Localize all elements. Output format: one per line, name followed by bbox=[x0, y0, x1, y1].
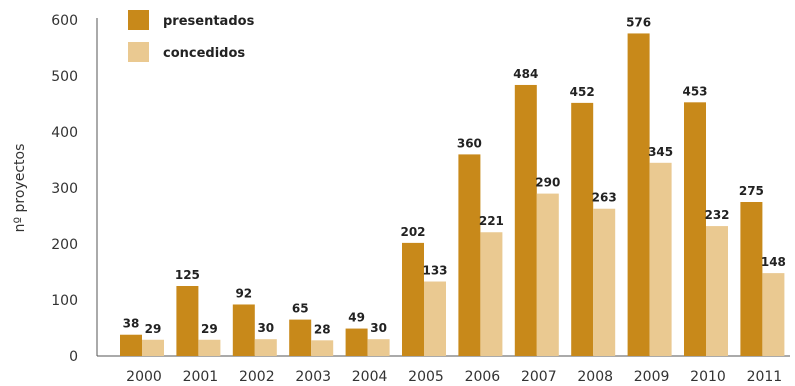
data-label-concedidos-2001: 29 bbox=[201, 322, 218, 336]
x-tick-label: 2007 bbox=[521, 369, 557, 385]
legend-swatch-concedidos bbox=[128, 42, 149, 62]
y-axis-ticks: 0 100 200 300 400 500 600 bbox=[51, 13, 78, 365]
data-label-concedidos-2006: 221 bbox=[479, 214, 504, 228]
data-label-presentados-2010: 453 bbox=[682, 84, 707, 98]
y-tick-label: 200 bbox=[51, 237, 78, 253]
bar-concedidos-2004 bbox=[367, 339, 390, 356]
bar-concedidos-2006 bbox=[480, 232, 503, 356]
bar-presentados-2001 bbox=[176, 286, 199, 356]
bar-concedidos-2009 bbox=[649, 162, 672, 356]
y-tick-label: 300 bbox=[51, 181, 78, 197]
y-tick-label: 100 bbox=[51, 293, 78, 309]
y-tick-label: 600 bbox=[51, 13, 78, 29]
data-label-concedidos-2004: 30 bbox=[370, 321, 387, 335]
bar-presentados-2003 bbox=[289, 319, 312, 356]
bar-presentados-2006 bbox=[458, 154, 481, 356]
legend-label-presentados: presentados bbox=[163, 14, 255, 29]
data-label-presentados-2009: 576 bbox=[626, 15, 651, 29]
data-label-concedidos-2011: 148 bbox=[761, 255, 786, 269]
bar-concedidos-2007 bbox=[536, 193, 559, 356]
bar-presentados-2005 bbox=[402, 242, 424, 356]
data-label-presentados-2003: 65 bbox=[292, 302, 309, 316]
data-label-concedidos-2003: 28 bbox=[314, 322, 331, 336]
bar-presentados-2007 bbox=[514, 84, 537, 357]
x-tick-label: 2002 bbox=[239, 369, 275, 385]
bar-presentados-2009 bbox=[627, 33, 650, 356]
bar-presentados-2002 bbox=[232, 304, 255, 356]
x-tick-label: 2006 bbox=[465, 369, 501, 385]
bar-concedidos-2000 bbox=[142, 339, 164, 356]
bar-concedidos-2011 bbox=[762, 273, 785, 356]
x-tick-label: 2008 bbox=[577, 369, 613, 385]
x-tick-label: 2005 bbox=[408, 369, 444, 385]
data-label-presentados-2001: 125 bbox=[175, 268, 200, 282]
bar-concedidos-2002 bbox=[254, 339, 277, 356]
data-label-concedidos-2010: 232 bbox=[704, 208, 729, 222]
y-axis-title: nº proyectos bbox=[12, 144, 28, 233]
x-tick-label: 2001 bbox=[183, 369, 219, 385]
x-tick-label: 2000 bbox=[126, 369, 162, 385]
bar-presentados-2004 bbox=[345, 328, 368, 356]
y-tick-label: 400 bbox=[51, 125, 78, 141]
bar-concedidos-2001 bbox=[198, 339, 221, 356]
x-tick-label: 2009 bbox=[634, 369, 670, 385]
y-axis-title-group: nº proyectos bbox=[12, 144, 28, 233]
x-tick-label: 2011 bbox=[747, 369, 783, 385]
bar-concedidos-2010 bbox=[706, 226, 728, 356]
data-label-presentados-2002: 92 bbox=[235, 286, 252, 300]
x-tick-label: 2010 bbox=[690, 369, 726, 385]
data-label-concedidos-2009: 345 bbox=[648, 145, 673, 159]
legend-swatch-presentados bbox=[128, 10, 149, 30]
legend-label-concedidos: concedidos bbox=[163, 46, 245, 61]
data-label-presentados-2011: 275 bbox=[739, 184, 764, 198]
bar-presentados-2011 bbox=[740, 202, 763, 356]
data-labels: 38 125 92 65 49 202 360 484 452 576 453 275 29 29 30 28… bbox=[123, 15, 786, 336]
bar-presentados-2000 bbox=[120, 334, 142, 356]
data-label-presentados-2000: 38 bbox=[123, 317, 140, 331]
bar-presentados-2010 bbox=[684, 102, 706, 356]
x-tick-label: 2004 bbox=[352, 369, 388, 385]
data-label-concedidos-2007: 290 bbox=[535, 176, 560, 190]
bar-presentados-2008 bbox=[571, 102, 594, 356]
bar-concedidos-2003 bbox=[311, 340, 334, 356]
data-label-concedidos-2002: 30 bbox=[257, 321, 274, 335]
bar-concedidos-2005 bbox=[424, 281, 446, 356]
legend: presentados concedidos bbox=[128, 10, 255, 62]
data-label-presentados-2004: 49 bbox=[348, 311, 365, 325]
data-label-concedidos-2008: 263 bbox=[592, 191, 617, 205]
y-tick-label: 0 bbox=[69, 349, 78, 365]
x-axis-ticks: 2000 2001 2002 2003 2004 2005 2006 2007 2008 2009… bbox=[126, 369, 782, 385]
data-label-presentados-2007: 484 bbox=[513, 67, 538, 81]
data-label-presentados-2006: 360 bbox=[457, 136, 482, 150]
y-tick-label: 500 bbox=[51, 69, 78, 85]
data-label-presentados-2005: 202 bbox=[400, 225, 425, 239]
x-tick-label: 2003 bbox=[295, 369, 331, 385]
data-label-concedidos-2000: 29 bbox=[145, 322, 162, 336]
bar-concedidos-2008 bbox=[593, 208, 616, 356]
data-label-concedidos-2005: 133 bbox=[422, 264, 447, 278]
data-label-presentados-2008: 452 bbox=[570, 85, 595, 99]
bars bbox=[120, 33, 785, 357]
